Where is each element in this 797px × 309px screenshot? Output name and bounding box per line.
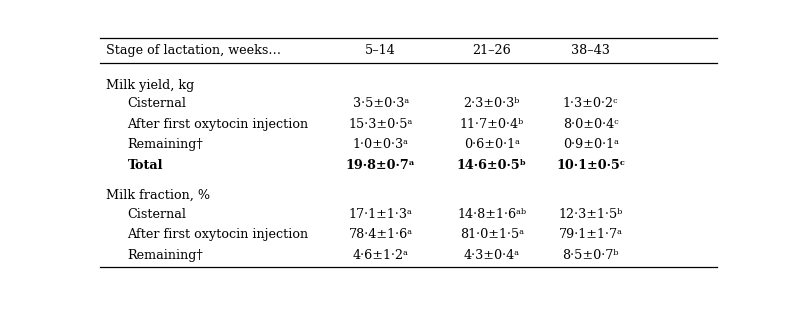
Text: 5–14: 5–14: [365, 44, 396, 57]
Text: Milk yield, kg: Milk yield, kg: [106, 79, 194, 92]
Text: After first oxytocin injection: After first oxytocin injection: [128, 228, 308, 241]
Text: 1·0±0·3ᵃ: 1·0±0·3ᵃ: [352, 138, 409, 151]
Text: Remaining†: Remaining†: [128, 138, 203, 151]
Text: 0·9±0·1ᵃ: 0·9±0·1ᵃ: [563, 138, 618, 151]
Text: Stage of lactation, weeks…: Stage of lactation, weeks…: [106, 44, 281, 57]
Text: 78·4±1·6ᵃ: 78·4±1·6ᵃ: [348, 228, 413, 241]
Text: 81·0±1·5ᵃ: 81·0±1·5ᵃ: [460, 228, 524, 241]
Text: 4·6±1·2ᵃ: 4·6±1·2ᵃ: [352, 249, 409, 262]
Text: 2·3±0·3ᵇ: 2·3±0·3ᵇ: [464, 97, 520, 110]
Text: 14·8±1·6ᵃᵇ: 14·8±1·6ᵃᵇ: [457, 208, 526, 221]
Text: After first oxytocin injection: After first oxytocin injection: [128, 118, 308, 131]
Text: 12·3±1·5ᵇ: 12·3±1·5ᵇ: [559, 208, 623, 221]
Text: 79·1±1·7ᵃ: 79·1±1·7ᵃ: [559, 228, 622, 241]
Text: 3·5±0·3ᵃ: 3·5±0·3ᵃ: [352, 97, 409, 110]
Text: 10·1±0·5ᶜ: 10·1±0·5ᶜ: [556, 159, 625, 172]
Text: Remaining†: Remaining†: [128, 249, 203, 262]
Text: 17·1±1·3ᵃ: 17·1±1·3ᵃ: [349, 208, 413, 221]
Text: 21–26: 21–26: [473, 44, 511, 57]
Text: 15·3±0·5ᵃ: 15·3±0·5ᵃ: [348, 118, 413, 131]
Text: Cisternal: Cisternal: [128, 208, 186, 221]
Text: 14·6±0·5ᵇ: 14·6±0·5ᵇ: [457, 159, 527, 172]
Text: 0·6±0·1ᵃ: 0·6±0·1ᵃ: [464, 138, 520, 151]
Text: 1·3±0·2ᶜ: 1·3±0·2ᶜ: [563, 97, 618, 110]
Text: 38–43: 38–43: [571, 44, 611, 57]
Text: 11·7±0·4ᵇ: 11·7±0·4ᵇ: [460, 118, 524, 131]
Text: 8·0±0·4ᶜ: 8·0±0·4ᶜ: [563, 118, 618, 131]
Text: 19·8±0·7ᵃ: 19·8±0·7ᵃ: [346, 159, 415, 172]
Text: 8·5±0·7ᵇ: 8·5±0·7ᵇ: [563, 249, 619, 262]
Text: Total: Total: [128, 159, 163, 172]
Text: Cisternal: Cisternal: [128, 97, 186, 110]
Text: 4·3±0·4ᵃ: 4·3±0·4ᵃ: [464, 249, 520, 262]
Text: Milk fraction, %: Milk fraction, %: [106, 189, 210, 202]
